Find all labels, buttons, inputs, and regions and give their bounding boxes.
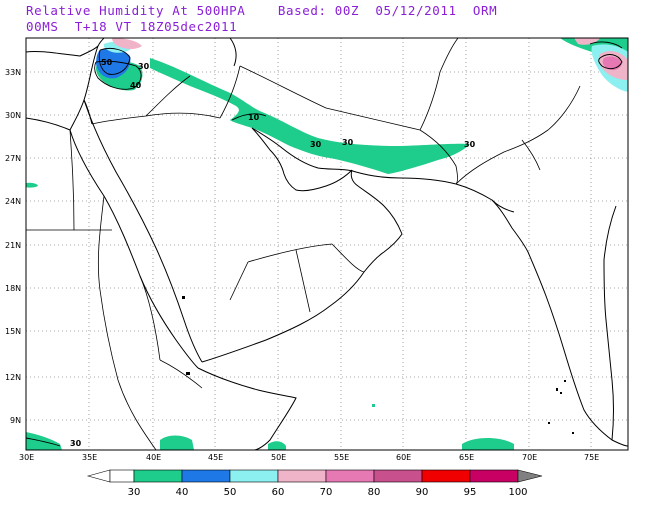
legend-label: 95: [464, 487, 477, 498]
legend-swatch: [181, 469, 231, 483]
contour-lines: [26, 41, 623, 447]
legend-arrow-right: [517, 469, 543, 483]
latitude-labels: 33N 30N 27N 24N 21N 18N 15N 12N 9N: [5, 68, 21, 425]
legend-label: 100: [508, 487, 527, 498]
legend-label: 60: [272, 487, 285, 498]
humid-dot: [372, 404, 375, 407]
islands: [182, 296, 574, 434]
contour-label: 30: [464, 140, 476, 149]
contour-label: 50: [101, 58, 113, 67]
lon-label: 30E: [19, 453, 34, 462]
humid-blue-nw: [96, 48, 131, 79]
legend-label: 40: [176, 487, 189, 498]
map-area: [26, 38, 628, 450]
political-borders: [26, 38, 581, 450]
humid-patch-sw: [26, 432, 62, 450]
lat-label: 24N: [5, 197, 21, 206]
lon-label: 50E: [271, 453, 286, 462]
lon-label: 75E: [584, 453, 599, 462]
lon-label: 65E: [459, 453, 474, 462]
humid-patch-sw2: [160, 435, 194, 450]
lat-label: 27N: [5, 154, 21, 163]
map-frame: [25, 37, 629, 451]
humid-patch-w: [26, 182, 38, 188]
legend-swatch: [133, 469, 183, 483]
humidity-shading: [26, 38, 628, 450]
lon-label: 60E: [396, 453, 411, 462]
humid-band-main: [150, 58, 470, 174]
humid-patch-se2: [268, 441, 286, 450]
lat-label: 33N: [5, 68, 21, 77]
contour-label: 30: [138, 62, 150, 71]
legend-swatch: [421, 469, 471, 483]
lat-label: 18N: [5, 284, 21, 293]
lat-label: 9N: [10, 416, 21, 425]
legend-label: 80: [368, 487, 381, 498]
legend-swatch-blank: [109, 469, 135, 483]
legend-arrow-left: [86, 469, 111, 483]
legend-swatch: [277, 469, 327, 483]
lon-label: 45E: [208, 453, 223, 462]
legend-swatch: [469, 469, 519, 483]
legend-label: 50: [224, 487, 237, 498]
lat-label: 21N: [5, 241, 21, 250]
legend-label: 30: [128, 487, 141, 498]
lon-label: 55E: [334, 453, 349, 462]
map-title: Relative Humidity At 500HPA Based: 00Z 0…: [26, 3, 498, 18]
lat-label: 12N: [5, 373, 21, 382]
legend-label: 70: [320, 487, 333, 498]
contour-label: 30: [70, 439, 82, 448]
lon-label: 70E: [522, 453, 537, 462]
color-legend: 30 40 50 60 70 80 90 95 100: [86, 469, 543, 498]
legend-label: 90: [416, 487, 429, 498]
contour-label: 30: [310, 140, 322, 149]
coastlines: [26, 38, 628, 450]
contour-label: 30: [342, 138, 354, 147]
lat-label: 15N: [5, 327, 21, 336]
lat-label: 30N: [5, 111, 21, 120]
legend-swatch: [325, 469, 375, 483]
humid-pink-nw: [112, 38, 142, 49]
legend-swatch: [229, 469, 279, 483]
legend-swatch: [373, 469, 423, 483]
lon-label: 40E: [146, 453, 161, 462]
contour-label: 40: [130, 81, 142, 90]
humid-pink-ne-top: [574, 38, 600, 45]
humid-patch-se: [462, 438, 514, 450]
longitude-labels: 30E 35E 40E 45E 50E 55E 60E 65E 70E 75E: [19, 453, 599, 462]
contour-label-group: 50 30 40 10 30 30 30 30: [70, 58, 476, 448]
map-subtitle: 00MS T+18 VT 18Z05dec2011: [26, 19, 238, 34]
contour-label: 10: [248, 113, 260, 122]
lon-label: 35E: [82, 453, 97, 462]
